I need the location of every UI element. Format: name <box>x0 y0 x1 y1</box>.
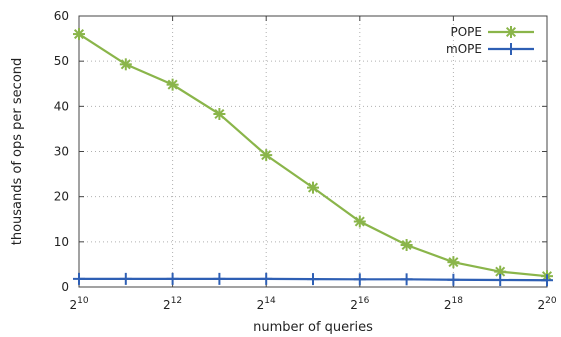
data-point <box>353 273 366 286</box>
data-point <box>260 272 273 285</box>
y-tick-label: 10 <box>54 235 69 249</box>
series-mope <box>73 272 553 287</box>
legend: POPE mOPE <box>446 25 534 56</box>
y-tick-label: 50 <box>54 54 69 68</box>
data-point <box>73 28 85 41</box>
series-line <box>78 33 548 278</box>
x-tick-base: 2 <box>350 298 358 312</box>
data-point <box>119 58 132 71</box>
x-tick-base: 2 <box>537 298 545 312</box>
series-layer <box>73 28 553 287</box>
x-tick-exponent: 10 <box>77 296 89 306</box>
y-tick-label: 40 <box>54 99 69 113</box>
x-tick-label: 216 <box>350 296 369 312</box>
legend-item: mOPE <box>446 42 534 56</box>
y-tick-label: 0 <box>61 280 69 294</box>
y-axis-ticks: 0 10 20 30 40 50 60 <box>54 9 547 294</box>
x-tick-exponent: 18 <box>451 296 463 306</box>
x-tick-label: 218 <box>444 296 463 312</box>
y-tick-label: 20 <box>54 190 69 204</box>
data-point <box>73 272 85 285</box>
data-point <box>400 238 413 251</box>
data-point <box>505 26 517 38</box>
data-point <box>260 149 273 162</box>
data-point <box>353 215 366 228</box>
legend-label: POPE <box>451 25 483 39</box>
data-point <box>166 78 179 91</box>
data-point <box>400 273 413 286</box>
data-point <box>166 272 179 285</box>
series-pope <box>73 28 553 283</box>
x-tick-base: 2 <box>444 298 452 312</box>
data-point <box>307 181 319 194</box>
data-point <box>447 256 460 269</box>
plot-frame <box>78 15 548 288</box>
x-axis-ticks: 210 212 214 216 218 220 <box>69 16 557 312</box>
x-tick-exponent: 16 <box>358 296 370 306</box>
x-tick-base: 2 <box>163 298 171 312</box>
y-axis-label: thousands of ops per second <box>10 58 25 246</box>
x-tick-base: 2 <box>257 298 265 312</box>
grid-lines <box>79 16 547 287</box>
data-point <box>541 274 553 287</box>
data-point <box>119 272 132 285</box>
x-tick-exponent: 20 <box>545 296 557 306</box>
legend-label: mOPE <box>446 42 482 56</box>
data-point <box>307 273 319 286</box>
x-tick-label: 212 <box>163 296 182 312</box>
legend-item: POPE <box>451 25 534 39</box>
x-tick-label: 214 <box>257 296 276 312</box>
x-tick-exponent: 12 <box>171 296 182 306</box>
data-point <box>213 108 226 121</box>
data-point <box>447 273 460 286</box>
data-point <box>213 272 226 285</box>
y-tick-label: 60 <box>54 9 69 23</box>
x-tick-base: 2 <box>69 298 77 312</box>
x-tick-label: 220 <box>537 296 556 312</box>
data-point <box>494 273 507 286</box>
x-tick-label: 210 <box>69 296 88 312</box>
x-axis-label: number of queries <box>253 320 373 335</box>
data-point <box>505 43 517 55</box>
y-tick-label: 30 <box>54 145 69 159</box>
x-tick-exponent: 14 <box>264 296 276 306</box>
